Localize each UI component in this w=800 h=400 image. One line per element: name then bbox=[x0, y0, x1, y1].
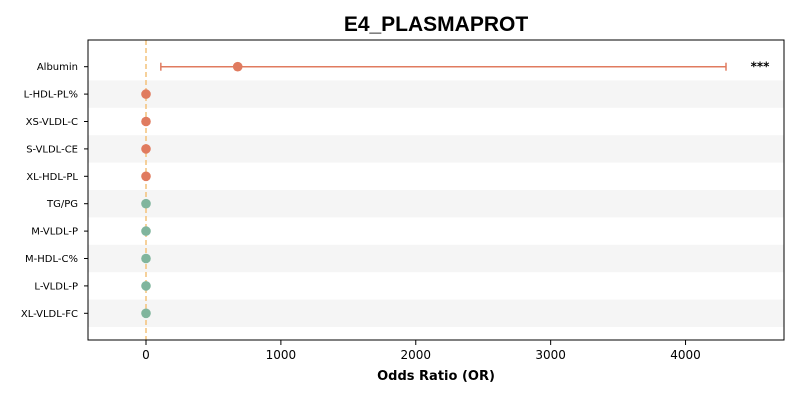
x-tick-label: 4000 bbox=[670, 348, 701, 362]
or-point bbox=[232, 61, 243, 72]
row-bands bbox=[88, 80, 784, 327]
or-point bbox=[141, 308, 151, 319]
row-band bbox=[88, 244, 784, 273]
or-point bbox=[141, 171, 151, 182]
significance-label: *** bbox=[751, 60, 771, 74]
plot-frame bbox=[87, 39, 785, 341]
or-point bbox=[141, 116, 151, 127]
y-tick-label: L-VLDL-P bbox=[34, 281, 78, 292]
y-axis-labels: Albumin L-HDL-PL% XS-VLDL-C S-VLDL-CE XL-HDL… bbox=[21, 62, 88, 320]
y-tick-label: M-VLDL-P bbox=[31, 227, 78, 238]
or-point bbox=[141, 253, 151, 264]
or-point bbox=[141, 198, 151, 209]
x-tick-label: 3000 bbox=[535, 348, 566, 362]
y-tick-label: XL-HDL-PL bbox=[26, 172, 78, 183]
y-tick-label: XL-VLDL-FC bbox=[21, 309, 78, 320]
x-tick-label: 0 bbox=[142, 348, 150, 362]
x-axis: 0 1000 2000 3000 4000 bbox=[142, 340, 701, 362]
chart-title: E4_PLASMAPROT bbox=[344, 13, 529, 36]
row-band bbox=[88, 299, 784, 327]
y-tick-label: S-VLDL-CE bbox=[26, 144, 78, 155]
data-marks: *** bbox=[141, 60, 771, 319]
y-tick-label: XS-VLDL-C bbox=[26, 117, 78, 128]
row-band bbox=[88, 190, 784, 218]
or-point bbox=[141, 281, 151, 291]
x-tick-label: 2000 bbox=[400, 348, 431, 362]
y-tick-label: M-HDL-C% bbox=[25, 254, 78, 265]
y-tick-label: TG/PG bbox=[46, 199, 78, 210]
or-point bbox=[141, 144, 151, 154]
row-band bbox=[88, 80, 784, 108]
row-band bbox=[88, 135, 784, 163]
or-point bbox=[141, 89, 151, 99]
x-tick-label: 1000 bbox=[266, 348, 297, 362]
y-tick-label: Albumin bbox=[37, 62, 78, 73]
y-tick-label: L-HDL-PL% bbox=[24, 90, 78, 101]
x-axis-label: Odds Ratio (OR) bbox=[377, 369, 495, 384]
or-point bbox=[141, 226, 151, 236]
